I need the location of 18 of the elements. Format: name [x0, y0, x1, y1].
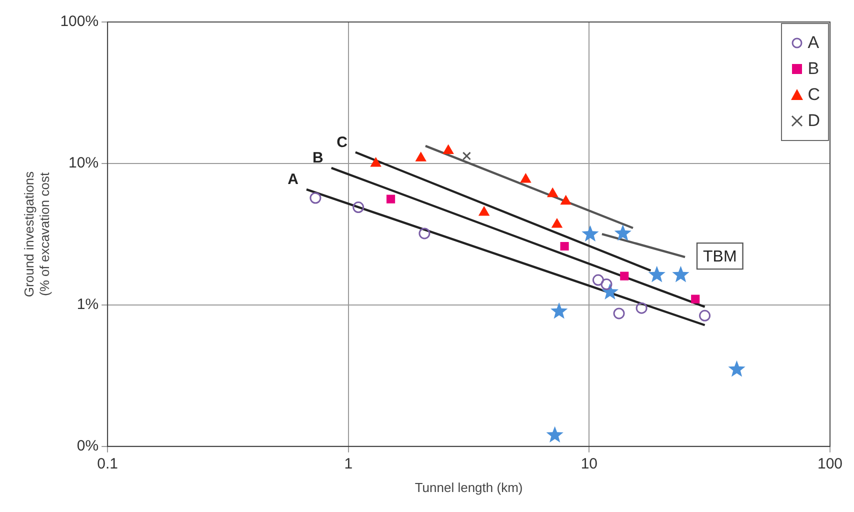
y-axis-title: Ground investigations (% of excavation cost — [21, 170, 52, 298]
y-tick-label: 1% — [76, 296, 99, 314]
y-tick-label: 100% — [60, 13, 99, 30]
legend-label: B — [808, 58, 820, 80]
x-tick-label: 0.1 — [97, 456, 118, 473]
legend-label: C — [808, 84, 820, 106]
y-tick-label: 10% — [68, 154, 99, 172]
annotation: TBM — [703, 248, 737, 266]
x-axis-title: Tunnel length (km) — [414, 480, 523, 495]
annotation: C — [336, 134, 348, 151]
legend-label: A — [808, 32, 820, 54]
x-tick-label: 1 — [344, 456, 353, 473]
legend-label: D — [808, 110, 820, 132]
y-tick-label: 0% — [76, 438, 99, 455]
x-tick-label: 10 — [580, 456, 598, 473]
x-tick-label: 100 — [817, 456, 843, 473]
annotation: B — [312, 150, 324, 167]
annotation: A — [288, 171, 299, 188]
